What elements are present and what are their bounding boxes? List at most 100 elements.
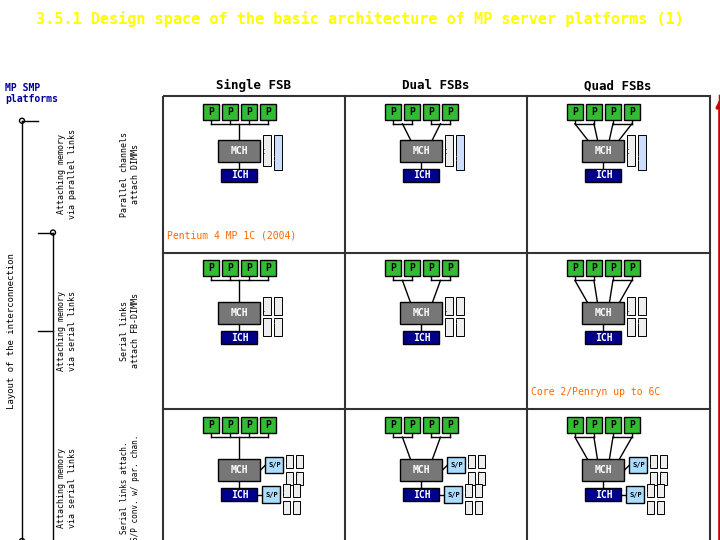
- Text: MCH: MCH: [230, 465, 248, 475]
- Text: P: P: [610, 107, 616, 117]
- Bar: [586, 104, 602, 120]
- Bar: [262, 486, 281, 503]
- Bar: [294, 484, 300, 497]
- Bar: [456, 298, 464, 315]
- Text: :: :: [274, 317, 276, 326]
- Text: :: :: [477, 470, 480, 476]
- Bar: [469, 472, 475, 485]
- Bar: [605, 104, 621, 120]
- Bar: [274, 319, 282, 336]
- Bar: [639, 134, 647, 170]
- Text: P: P: [629, 107, 635, 117]
- Text: Quad FSBs: Quad FSBs: [584, 79, 652, 92]
- Bar: [222, 260, 238, 276]
- Text: :: :: [295, 470, 298, 476]
- Text: ICH: ICH: [413, 490, 431, 500]
- Text: Dual FSBs: Dual FSBs: [402, 79, 469, 92]
- Bar: [582, 302, 624, 325]
- Text: MP SMP
platforms: MP SMP platforms: [5, 83, 58, 104]
- Bar: [647, 501, 654, 514]
- Text: P: P: [390, 420, 396, 430]
- Text: P: P: [428, 264, 434, 273]
- Bar: [423, 104, 439, 120]
- Bar: [456, 134, 464, 170]
- Bar: [624, 260, 640, 276]
- Bar: [203, 104, 219, 120]
- Bar: [626, 486, 644, 503]
- Text: P: P: [265, 264, 271, 273]
- Text: P: P: [208, 107, 214, 117]
- Text: :: :: [647, 490, 649, 499]
- Text: :: :: [274, 154, 276, 163]
- Bar: [400, 459, 442, 481]
- Text: P: P: [246, 420, 252, 430]
- Bar: [163, 96, 710, 540]
- Text: P: P: [572, 264, 578, 273]
- Bar: [469, 455, 475, 468]
- Bar: [624, 104, 640, 120]
- Bar: [404, 104, 420, 120]
- Text: Layout of the interconnection: Layout of the interconnection: [7, 253, 17, 409]
- Text: :: :: [649, 461, 652, 470]
- Bar: [650, 455, 657, 468]
- Text: :: :: [626, 146, 630, 156]
- Bar: [444, 486, 462, 503]
- Text: P: P: [610, 264, 616, 273]
- Bar: [585, 332, 621, 345]
- Text: P: P: [265, 107, 271, 117]
- Bar: [297, 472, 303, 485]
- Text: :: :: [444, 308, 448, 319]
- Text: P: P: [227, 264, 233, 273]
- Text: Parallel channels
attach DIMMs: Parallel channels attach DIMMs: [120, 132, 140, 217]
- Bar: [222, 417, 238, 433]
- Text: MCH: MCH: [230, 146, 248, 156]
- Text: :: :: [292, 497, 294, 504]
- Bar: [222, 168, 258, 181]
- Text: P: P: [208, 264, 214, 273]
- Text: MCH: MCH: [413, 465, 431, 475]
- Text: :: :: [456, 317, 458, 326]
- Text: ICH: ICH: [413, 333, 431, 343]
- Bar: [478, 472, 485, 485]
- Text: MCH: MCH: [595, 146, 612, 156]
- Bar: [203, 417, 219, 433]
- Text: MCH: MCH: [413, 308, 431, 319]
- Text: Attaching memory
via parallel links: Attaching memory via parallel links: [58, 129, 77, 219]
- Bar: [582, 140, 624, 161]
- Bar: [264, 319, 271, 336]
- Text: P: P: [390, 107, 396, 117]
- Text: Attaching memory
via serial links: Attaching memory via serial links: [58, 291, 77, 371]
- Bar: [446, 319, 454, 336]
- Bar: [465, 484, 472, 497]
- Bar: [657, 501, 665, 514]
- Text: S/P: S/P: [629, 491, 642, 497]
- Bar: [586, 417, 602, 433]
- Text: Core 2/Penryn up to 6C: Core 2/Penryn up to 6C: [531, 387, 660, 397]
- Bar: [627, 134, 636, 166]
- Bar: [423, 260, 439, 276]
- Bar: [475, 484, 482, 497]
- Text: S/P: S/P: [632, 462, 645, 468]
- Text: MCH: MCH: [230, 308, 248, 319]
- Bar: [586, 260, 602, 276]
- Bar: [442, 417, 458, 433]
- Bar: [660, 472, 667, 485]
- Bar: [260, 104, 276, 120]
- Bar: [260, 260, 276, 276]
- Text: P: P: [409, 107, 415, 117]
- Text: P: P: [208, 420, 214, 430]
- Bar: [660, 455, 667, 468]
- Text: Attaching memory
via serial links: Attaching memory via serial links: [58, 448, 77, 528]
- Text: :: :: [456, 154, 458, 163]
- Bar: [605, 260, 621, 276]
- Bar: [222, 332, 258, 345]
- Text: MCH: MCH: [595, 308, 612, 319]
- Text: S/P: S/P: [268, 462, 281, 468]
- Text: P: P: [428, 420, 434, 430]
- Text: ICH: ICH: [230, 170, 248, 180]
- Bar: [423, 417, 439, 433]
- Bar: [218, 459, 261, 481]
- Text: P: P: [428, 107, 434, 117]
- Bar: [294, 501, 300, 514]
- Text: ICH: ICH: [413, 170, 431, 180]
